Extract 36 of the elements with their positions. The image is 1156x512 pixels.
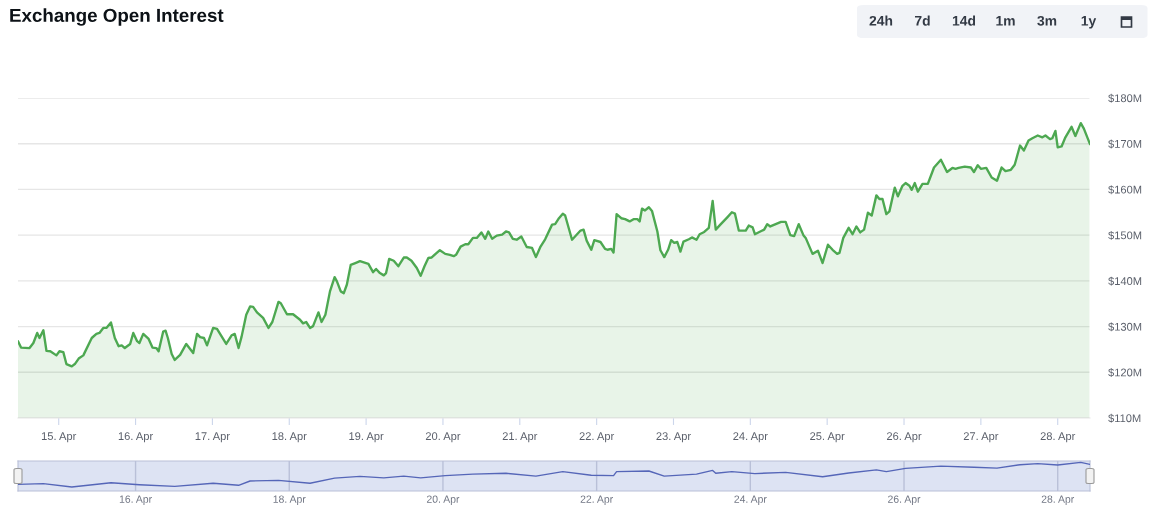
x-tick-label: 17. Apr xyxy=(195,432,230,443)
x-tick-label: 28. Apr xyxy=(1041,495,1075,505)
x-tick-label: 27. Apr xyxy=(963,432,999,443)
x-tick-label: 15. Apr xyxy=(41,432,77,443)
text: 7d xyxy=(914,15,930,26)
x-tick-label: 18. Apr xyxy=(273,495,306,505)
text: 3m xyxy=(1037,15,1057,26)
x-tick-label: 22. Apr xyxy=(580,495,613,505)
y-tick-label: $180M xyxy=(1108,93,1142,103)
y-tick-label: $110M xyxy=(1108,413,1141,423)
x-tick-label: 28. Apr xyxy=(1040,432,1076,443)
x-tick-label: 24. Apr xyxy=(734,495,767,505)
chart-title: Exchange Open Interest xyxy=(10,8,224,26)
text: 1m xyxy=(996,16,1015,26)
y-tick-label: $170M xyxy=(1108,139,1142,149)
x-tick-label: 23. Apr xyxy=(656,432,691,443)
x-tick-label: 16. Apr xyxy=(118,432,153,443)
text: 14d xyxy=(952,15,976,26)
x-tick-label: 18. Apr xyxy=(272,432,307,443)
x-tick-label: 25. Apr xyxy=(810,432,845,443)
text: 24h xyxy=(869,15,893,26)
text: 1y xyxy=(1081,16,1097,29)
x-tick-label: 20. Apr xyxy=(425,432,461,443)
y-tick-label: $150M xyxy=(1108,230,1142,240)
x-tick-label: 24. Apr xyxy=(733,432,768,443)
x-tick-label: 16. Apr xyxy=(119,495,152,505)
x-tick-label: 21. Apr xyxy=(502,432,538,443)
y-tick-label: $160M xyxy=(1108,185,1142,195)
x-tick-label: 26. Apr xyxy=(888,495,921,505)
x-tick-label: 20. Apr xyxy=(426,495,460,505)
y-tick-label: $130M xyxy=(1108,322,1142,332)
x-tick-label: 19. Apr xyxy=(349,432,384,443)
y-tick-label: $140M xyxy=(1108,276,1142,286)
x-tick-label: 26. Apr xyxy=(886,432,922,443)
y-tick-label: $120M xyxy=(1108,368,1142,378)
x-tick-label: 22. Apr xyxy=(579,432,615,443)
